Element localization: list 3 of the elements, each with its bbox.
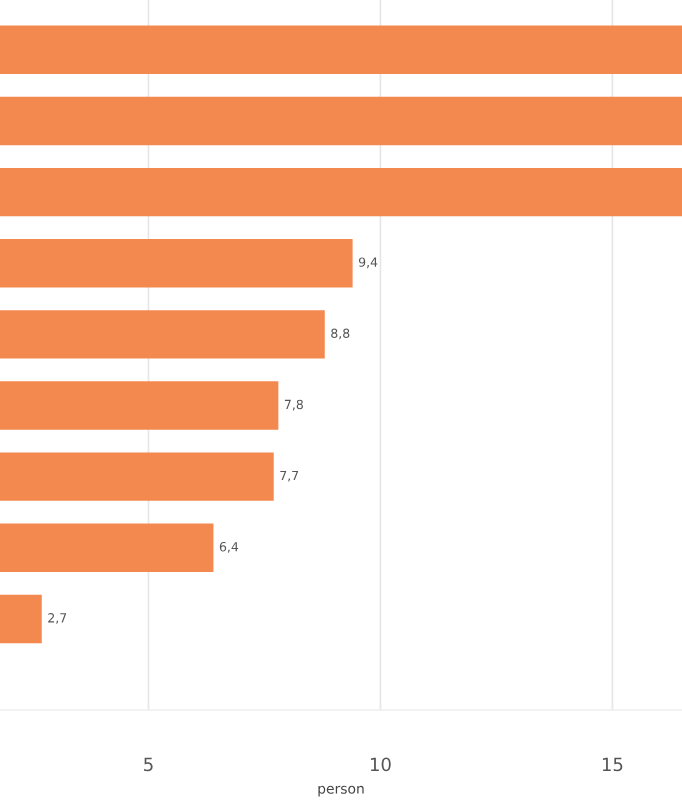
x-tick-label: 15 bbox=[602, 757, 623, 772]
x-tick-label: 5 bbox=[144, 757, 153, 772]
x-tick-label: 10 bbox=[370, 757, 391, 772]
